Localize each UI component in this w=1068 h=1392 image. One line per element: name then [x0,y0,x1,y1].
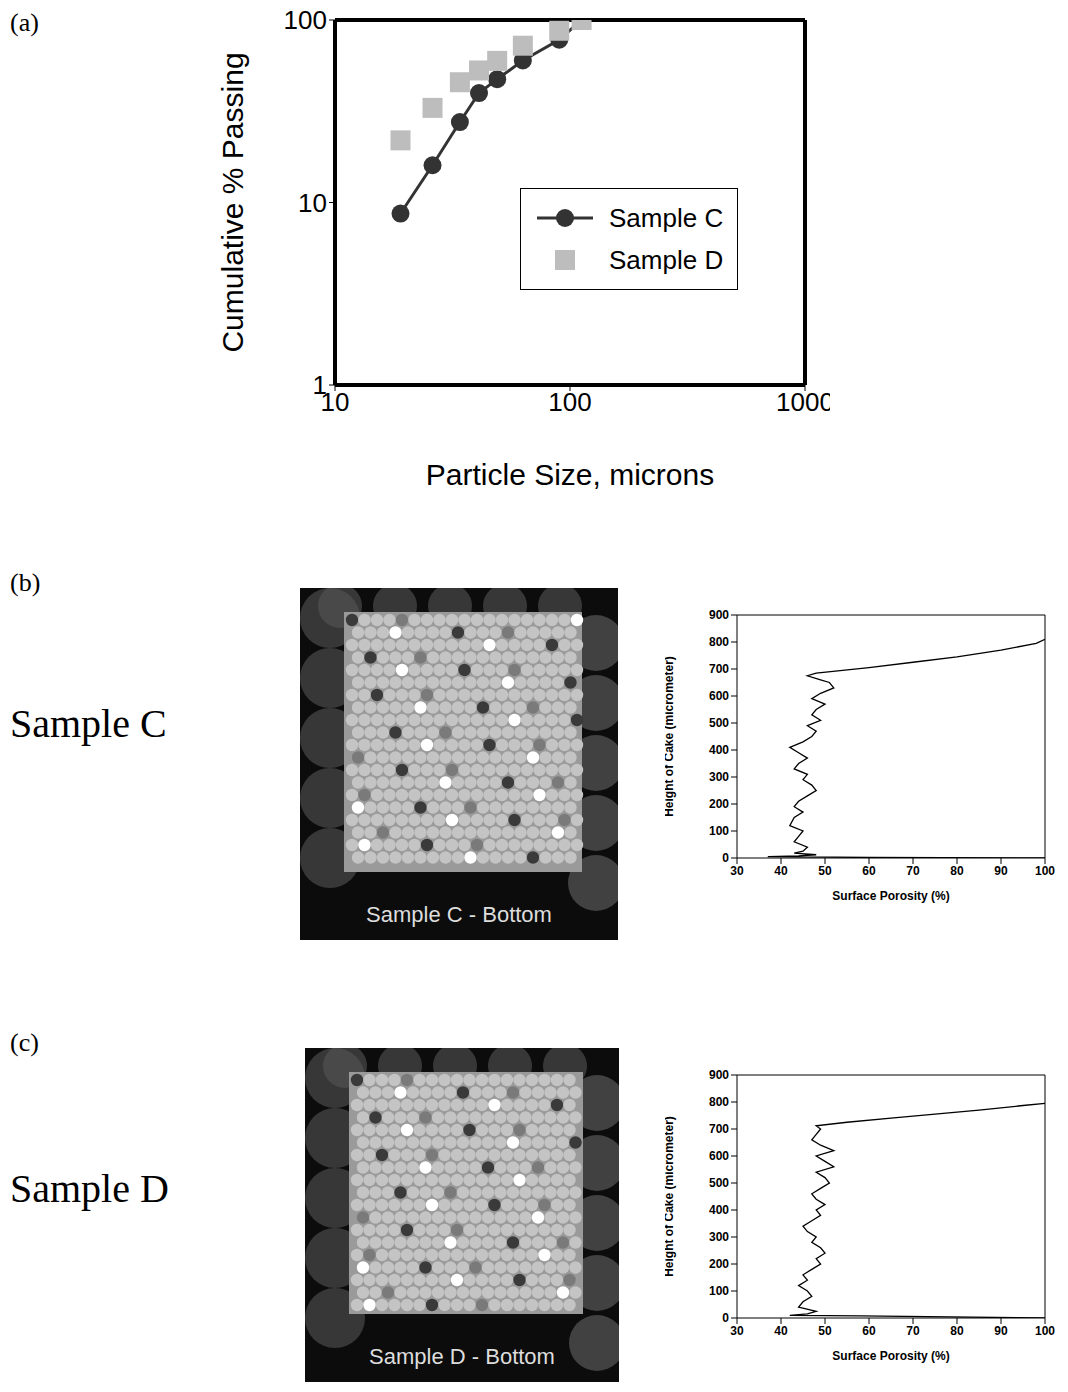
svg-text:Sample C - Bottom: Sample C - Bottom [366,902,552,927]
html-text:(a): (a) [10,8,39,37]
svg-text:600: 600 [709,1149,729,1163]
svg-text:Surface Porosity (%): Surface Porosity (%) [832,1349,949,1363]
html-text:Sample C: Sample C [10,701,167,746]
svg-text:50: 50 [818,1324,832,1338]
svg-text:40: 40 [774,1324,788,1338]
svg-text:Height of Cake (micrometer): Height of Cake (micrometer) [665,1116,676,1277]
svg-text:60: 60 [862,864,876,878]
svg-text:200: 200 [709,1257,729,1271]
svg-text:300: 300 [709,1230,729,1244]
svg-text:800: 800 [709,635,729,649]
svg-text:100: 100 [1035,1324,1055,1338]
html-text:(c): (c) [10,1028,39,1057]
svg-text:100: 100 [709,1284,729,1298]
svg-text:400: 400 [709,743,729,757]
svg-text:200: 200 [709,797,729,811]
svg-text:600: 600 [709,689,729,703]
html-text:(b): (b) [10,568,41,597]
html-text:Sample D: Sample D [609,244,724,275]
svg-text:100: 100 [1035,864,1055,878]
svg-text:40: 40 [774,864,788,878]
svg-text:90: 90 [994,1324,1008,1338]
svg-text:500: 500 [709,716,729,730]
svg-text:30: 30 [730,1324,744,1338]
svg-text:80: 80 [950,864,964,878]
html-text:Sample D: Sample D [10,1166,169,1211]
svg-text:800: 800 [709,1095,729,1109]
svg-text:Particle Size, microns: Particle Size, microns [426,458,714,491]
svg-text:80: 80 [950,1324,964,1338]
svg-text:70: 70 [906,1324,920,1338]
svg-text:0: 0 [722,1311,729,1325]
svg-text:30: 30 [730,864,744,878]
svg-text:100: 100 [548,387,591,417]
svg-text:300: 300 [709,770,729,784]
svg-text:500: 500 [709,1176,729,1190]
svg-text:60: 60 [862,1324,876,1338]
svg-text:Cumulative % Passing: Cumulative % Passing [220,52,249,352]
svg-text:100: 100 [709,824,729,838]
svg-text:400: 400 [709,1203,729,1217]
svg-text:50: 50 [818,864,832,878]
svg-text:0: 0 [722,851,729,865]
svg-text:900: 900 [709,1068,729,1082]
html-text:Sample C: Sample C [609,202,724,233]
svg-text:700: 700 [709,1122,729,1136]
svg-text:Sample D - Bottom: Sample D - Bottom [369,1344,555,1369]
svg-text:900: 900 [709,608,729,622]
svg-text:100: 100 [284,5,327,35]
svg-text:1: 1 [313,370,327,400]
svg-text:70: 70 [906,864,920,878]
svg-text:10: 10 [298,188,327,218]
svg-text:90: 90 [994,864,1008,878]
svg-text:1000: 1000 [776,387,830,417]
svg-text:Height of Cake (micrometer): Height of Cake (micrometer) [665,656,676,817]
svg-text:Surface Porosity (%): Surface Porosity (%) [832,889,949,903]
svg-text:10: 10 [320,387,350,418]
svg-text:700: 700 [709,662,729,676]
